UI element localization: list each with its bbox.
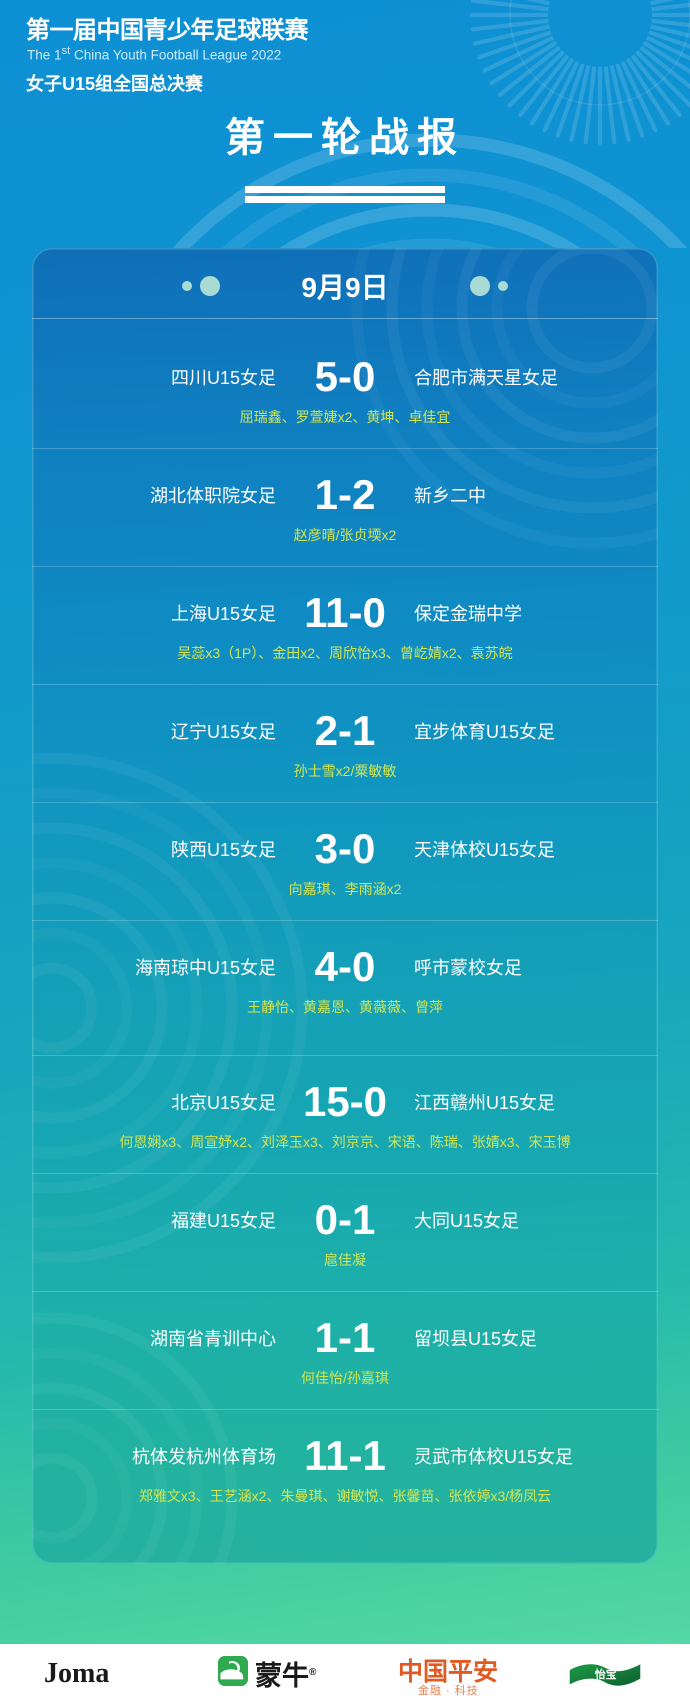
svg-text:怡宝: 怡宝 (595, 1667, 617, 1681)
